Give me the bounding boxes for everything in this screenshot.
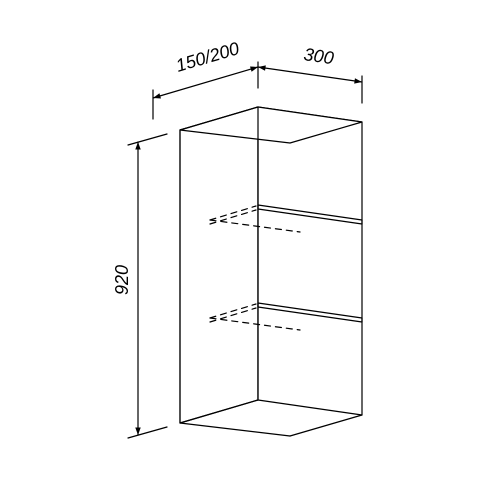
dimension-label: 300: [302, 44, 335, 68]
dimension-label: 150/200: [173, 38, 241, 76]
dimension-label: 920: [112, 265, 132, 295]
technical-drawing: 150/200 300 920: [0, 0, 500, 500]
